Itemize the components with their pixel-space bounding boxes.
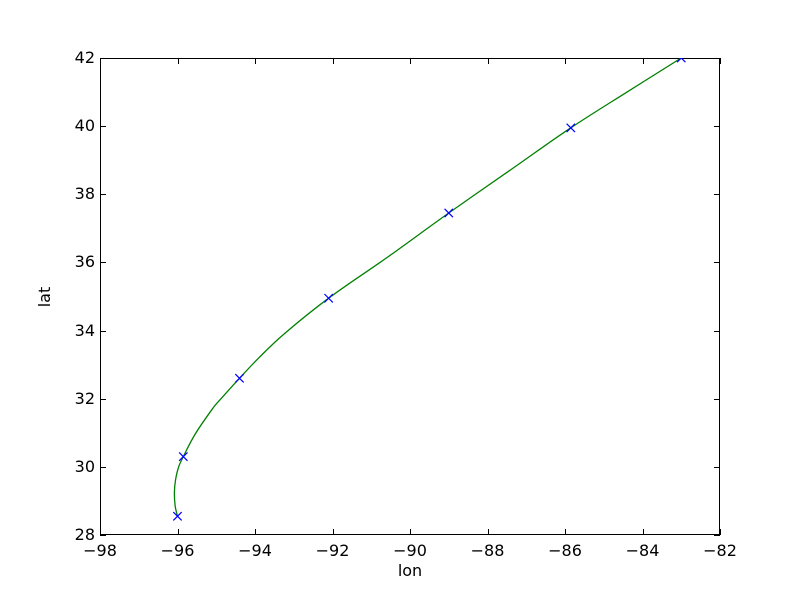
x-tick-label: −84 <box>625 541 660 560</box>
data-point-marker <box>172 511 183 521</box>
y-tick-label: 30 <box>74 456 95 476</box>
x-tick-label: −82 <box>703 541 737 560</box>
y-tick-label: 36 <box>74 252 95 272</box>
x-tick-label: −92 <box>315 541 350 560</box>
route-line <box>173 58 682 517</box>
data-point-marker <box>178 452 188 462</box>
y-tick-label: 34 <box>74 320 95 340</box>
x-tick-label: −90 <box>393 541 427 560</box>
y-tick-label: 40 <box>74 116 95 136</box>
x-tick-label: −96 <box>160 541 195 560</box>
axes-box <box>100 58 720 535</box>
data-point-marker <box>234 373 245 383</box>
data-point-marker <box>324 293 334 303</box>
x-axis-label: lon <box>397 561 423 580</box>
y-tick-label: 38 <box>74 184 95 204</box>
y-tick-label: 32 <box>74 388 95 408</box>
y-axis-label: lat <box>35 286 54 307</box>
data-point-marker <box>444 208 454 218</box>
y-tick-label: 28 <box>74 525 95 544</box>
x-tick-label: −98 <box>83 541 117 560</box>
data-point-marker <box>676 58 686 63</box>
x-tick-label: −88 <box>470 541 505 560</box>
data-point-marker <box>566 123 576 133</box>
x-tick-label: −94 <box>238 541 272 560</box>
x-tick-label: −86 <box>548 541 582 560</box>
y-tick-label: 42 <box>74 48 95 67</box>
